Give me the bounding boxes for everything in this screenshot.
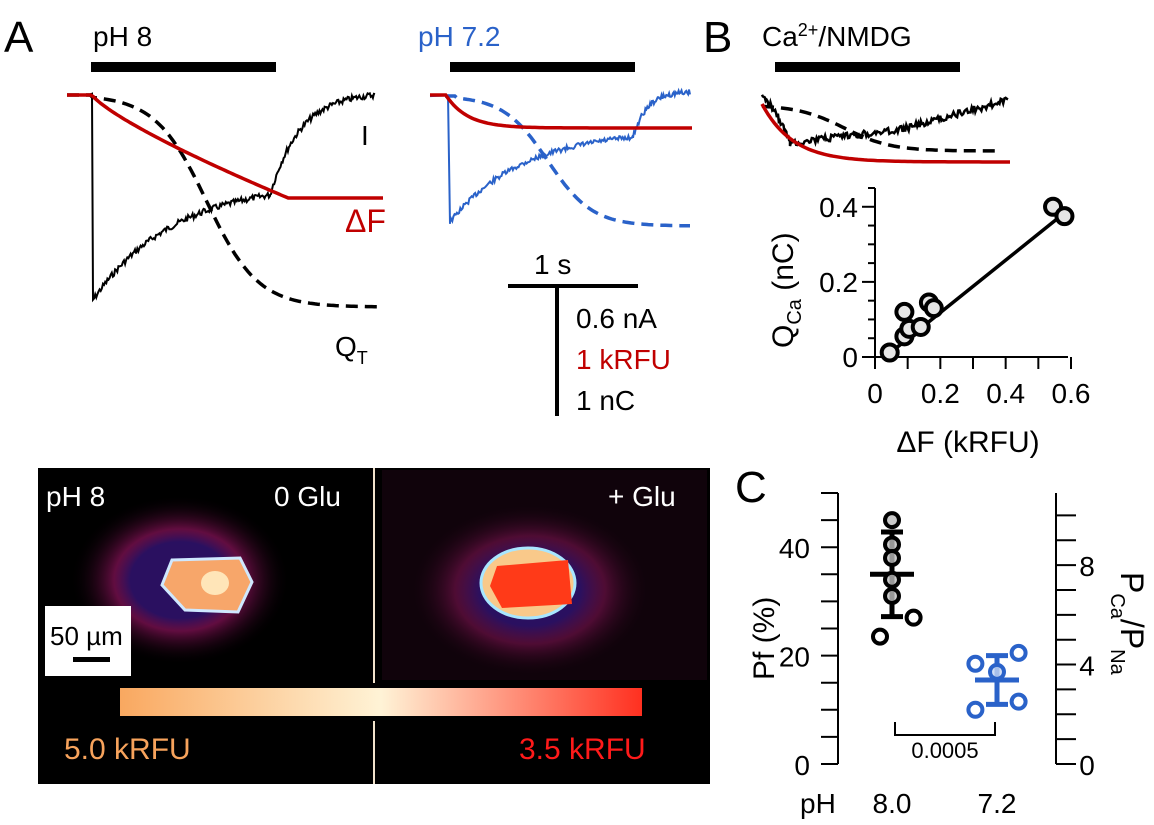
left-y-tick-label: 40 xyxy=(779,533,810,564)
image-0glu-label: 0 Glu xyxy=(274,481,341,512)
x-tick-label: 0.6 xyxy=(1052,378,1091,409)
data-point-8.0 xyxy=(883,511,901,530)
x-category-label: 7.2 xyxy=(978,788,1017,819)
x-axis-label: pH xyxy=(800,788,836,819)
ph8-label: pH 8 xyxy=(93,21,152,52)
data-point-8.0 xyxy=(883,549,901,568)
data-point-8.0 xyxy=(883,570,901,589)
x-axis-label: ΔF (kRFU) xyxy=(896,426,1039,459)
y-axis-label: QCa (nC) xyxy=(767,232,806,348)
ca-application-bar xyxy=(775,62,960,72)
x-tick-label: 0 xyxy=(867,378,883,409)
ca-nmdg-label: Ca2+/NMDG xyxy=(762,20,912,52)
data-point-8.0 xyxy=(871,627,889,646)
ca-traces xyxy=(760,94,1010,164)
right-y-tick-label: 0 xyxy=(1079,750,1095,781)
ca-fluorescence-trace xyxy=(760,103,1010,164)
scale-time-label: 1 s xyxy=(534,249,571,280)
y-label-unit: (nC) xyxy=(767,232,800,299)
data-point xyxy=(894,301,915,322)
left-y-axis-label: Pf (%) xyxy=(748,597,781,680)
right-cell-core xyxy=(490,560,572,608)
y-tick-label: 0.2 xyxy=(819,267,858,298)
data-point-8.0 xyxy=(904,608,923,627)
scale-bar-box xyxy=(45,606,131,676)
left-y-tick-label: 20 xyxy=(779,642,810,673)
ph72-application-bar xyxy=(450,62,635,72)
data-point xyxy=(923,298,944,319)
scale-current-label: 0.6 nA xyxy=(576,303,657,334)
ph72-current-trace xyxy=(429,87,691,225)
image-plusglu-label: + Glu xyxy=(608,481,676,512)
ph8-traces xyxy=(66,91,383,309)
nmdg-label: /NMDG xyxy=(818,21,911,52)
right-y-tick-label: 4 xyxy=(1079,651,1095,682)
y-label-sub: Ca xyxy=(784,298,806,324)
ph72-charge-trace xyxy=(445,94,690,228)
significance-bracket xyxy=(894,722,996,736)
right-label-mid: /P xyxy=(1114,619,1150,649)
colorbar-right-label: 3.5 kRFU xyxy=(519,733,646,766)
colorbar xyxy=(120,688,642,716)
data-point-7.2 xyxy=(1009,692,1028,711)
fluorescence-trace-label: ΔF xyxy=(345,203,386,239)
x-tick-label: 0.4 xyxy=(986,378,1025,409)
charge-label-sub: T xyxy=(357,348,368,368)
charge-label-main: Q xyxy=(335,331,357,362)
right-label-sub1: Ca xyxy=(1106,593,1128,619)
ca-label: Ca xyxy=(762,21,798,52)
y-tick-label: 0 xyxy=(842,342,858,373)
ca-charge-trace xyxy=(761,104,997,153)
ca-current-trace xyxy=(760,94,1009,148)
ph72-fluorescence-trace xyxy=(430,93,692,130)
x-category-label: 8.0 xyxy=(873,788,912,819)
fluorescence-image-panel: pH 8 0 Glu + Glu 50 µm 5.0 kRFU 3.5 kRFU xyxy=(38,468,710,784)
current-trace-label: I xyxy=(361,120,369,151)
image-ph-label: pH 8 xyxy=(46,481,105,512)
right-y-tick-label: 8 xyxy=(1079,551,1095,582)
scale-bar-label: 50 µm xyxy=(50,621,123,651)
charge-trace-label: QT xyxy=(335,331,368,368)
data-point xyxy=(879,342,900,363)
y-label-main: Q xyxy=(767,325,800,348)
data-point-7.2 xyxy=(988,662,1006,681)
significance-p-value: 0.0005 xyxy=(911,738,978,763)
ph8-application-bar xyxy=(91,62,276,72)
left-cell-bright-spot xyxy=(201,571,229,595)
left-y-tick-label: 0 xyxy=(794,750,810,781)
ph8-fluorescence-trace xyxy=(67,93,383,200)
scale-charge-label: 1 nC xyxy=(576,385,635,416)
data-point xyxy=(1054,206,1075,227)
colorbar-left-label: 5.0 kRFU xyxy=(64,733,191,766)
data-point-7.2 xyxy=(1009,643,1028,662)
scale-fluorescence-label: 1 kRFU xyxy=(576,344,671,375)
data-point-7.2 xyxy=(966,654,985,673)
panel-label-c: C xyxy=(735,463,767,512)
x-tick-label: 0.2 xyxy=(921,378,960,409)
ca-charge-sup: 2+ xyxy=(798,20,819,40)
scale-bar-line xyxy=(73,657,110,662)
data-point-7.2 xyxy=(966,700,985,719)
data-point-8.0 xyxy=(883,586,901,605)
right-label-sub2: Na xyxy=(1106,649,1128,675)
ph72-traces xyxy=(429,87,692,228)
ph72-label: pH 7.2 xyxy=(418,21,501,52)
data-point xyxy=(910,316,931,337)
panel-label-b: B xyxy=(703,13,732,62)
y-tick-label: 0.4 xyxy=(819,192,858,223)
panel-label-a: A xyxy=(4,13,34,62)
right-y-axis-label: PCa/PNa xyxy=(1106,572,1150,676)
ph8-current-trace xyxy=(66,91,376,303)
qca-vs-df-plot: 0 0.2 0.4 0 0.2 0.4 0.6 ΔF (kRFU) QCa (nC) xyxy=(767,187,1091,459)
right-label-p: P xyxy=(1114,572,1150,593)
